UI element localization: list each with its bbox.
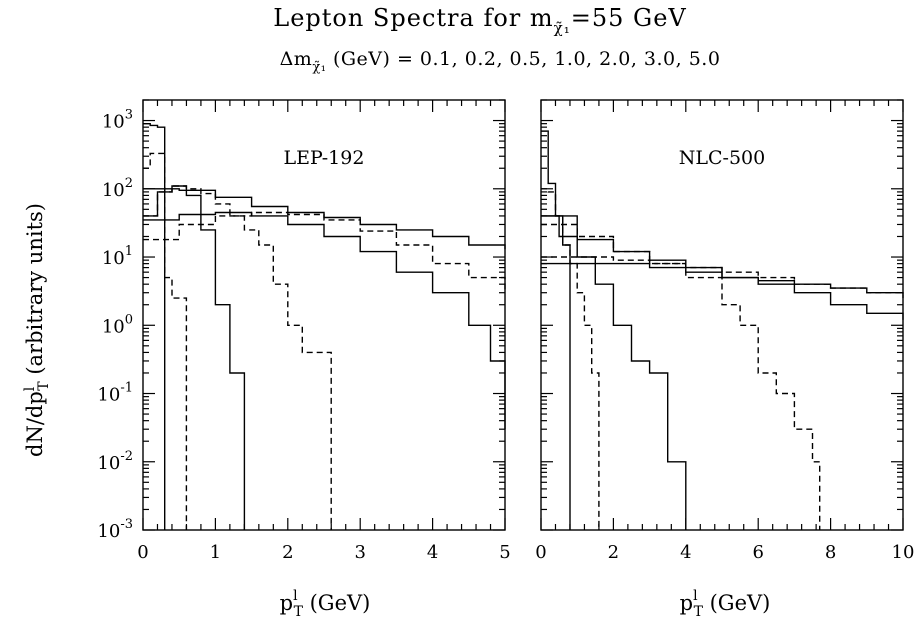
series-line-7 — [143, 188, 506, 250]
series-line-1 — [541, 130, 571, 530]
y-tick-exponent: 3 — [125, 108, 133, 123]
y-tick-exponent: -3 — [120, 517, 133, 532]
x-tick-label: 0 — [137, 542, 148, 563]
y-tick-label: 10-1 — [97, 381, 133, 406]
x-tick-label: 6 — [752, 542, 763, 563]
x-axis-label-left: pl T (GeV) — [280, 588, 371, 620]
y-axis-label-post: (arbitrary units) — [23, 203, 47, 381]
y-tick-base: 10 — [102, 180, 125, 201]
x-axis-label-right-base: p — [680, 591, 693, 615]
x-tick-label: 2 — [608, 542, 619, 563]
figure-title-sub: χ̃₁ — [554, 19, 571, 37]
y-tick-label: 100 — [102, 312, 133, 337]
nlc-500-panel: 0 2 4 6 8 10 NLC-500 — [535, 99, 915, 563]
x-axis-label-right: pl T (GeV) — [680, 588, 771, 620]
x-tick-label: 10 — [892, 542, 915, 563]
figure-title-prefix: Lepton Spectra for m — [273, 4, 553, 32]
x-tick-label: 8 — [825, 542, 836, 563]
y-tick-exponent: 2 — [125, 176, 133, 191]
x-axis-label-left-sup: l — [293, 588, 298, 604]
y-tick-exponent: -2 — [120, 449, 133, 464]
figure-subtitle-prefix: Δm — [280, 48, 313, 70]
x-axis-label-left-post: (GeV) — [303, 591, 370, 615]
y-tick-base: 10 — [102, 248, 125, 269]
y-tick-base: 10 — [97, 453, 120, 474]
y-tick-label: 10-2 — [97, 449, 133, 474]
x-axis-label-right-sup: l — [693, 588, 698, 604]
y-tick-base: 10 — [97, 385, 120, 406]
panel-label: NLC-500 — [679, 147, 765, 169]
series-line-5 — [143, 211, 506, 430]
figure-subtitle: Δmχ̃₁ (GeV) = 0.1, 0.2, 0.5, 1.0, 2.0, 3… — [280, 48, 721, 75]
series-line-4 — [143, 185, 332, 530]
series-line-6 — [143, 211, 506, 293]
x-tick-label: 4 — [680, 542, 691, 563]
x-tick-label: 0 — [535, 542, 546, 563]
y-tick-label: 103 — [102, 108, 133, 133]
y-tick-exponent: 0 — [125, 312, 133, 327]
y-tick-exponent: -1 — [120, 381, 133, 396]
y-tick-label: 10-3 — [97, 517, 133, 542]
x-tick-label: 1 — [210, 542, 221, 563]
y-axis-label-sup: l — [22, 386, 38, 391]
x-axis-label-left-sub: T — [294, 604, 304, 620]
series-line-2 — [143, 152, 188, 530]
y-tick-base: 10 — [97, 521, 120, 542]
x-axis-label-right-post: (GeV) — [703, 591, 770, 615]
series-line-7 — [541, 262, 904, 295]
y-tick-label: 101 — [102, 244, 133, 269]
y-tick-label: 102 — [102, 176, 133, 201]
y-tick-base: 10 — [102, 316, 125, 337]
figure-title: Lepton Spectra for mχ̃₁=55 GeV — [273, 4, 686, 37]
series-line-1 — [143, 123, 166, 530]
x-tick-label: 2 — [282, 542, 293, 563]
x-axis-label-left-base: p — [280, 591, 293, 615]
y-axis-label: dN/dplT (arbitrary units) — [22, 203, 52, 457]
y-axis-label-pre: dN/dp — [23, 391, 47, 457]
series-line-3 — [541, 215, 687, 530]
x-tick-label: 3 — [354, 542, 365, 563]
figure-subtitle-suffix: (GeV) = 0.1, 0.2, 0.5, 1.0, 2.0, 3.0, 5.… — [326, 48, 720, 70]
x-axis-label-right-sub: T — [694, 604, 704, 620]
figure-title-suffix: =55 GeV — [571, 4, 687, 32]
y-axis-label-sub: T — [36, 381, 52, 391]
series-line-4 — [541, 223, 821, 530]
y-tick-base: 10 — [102, 112, 125, 133]
figure-subtitle-sub: χ̃₁ — [312, 60, 326, 75]
x-tick-label: 4 — [427, 542, 438, 563]
plot-frame — [142, 99, 506, 531]
series-line-3 — [143, 185, 246, 530]
panel-label: LEP-192 — [284, 147, 365, 169]
y-tick-exponent: 1 — [125, 244, 133, 259]
x-tick-label: 5 — [499, 542, 510, 563]
